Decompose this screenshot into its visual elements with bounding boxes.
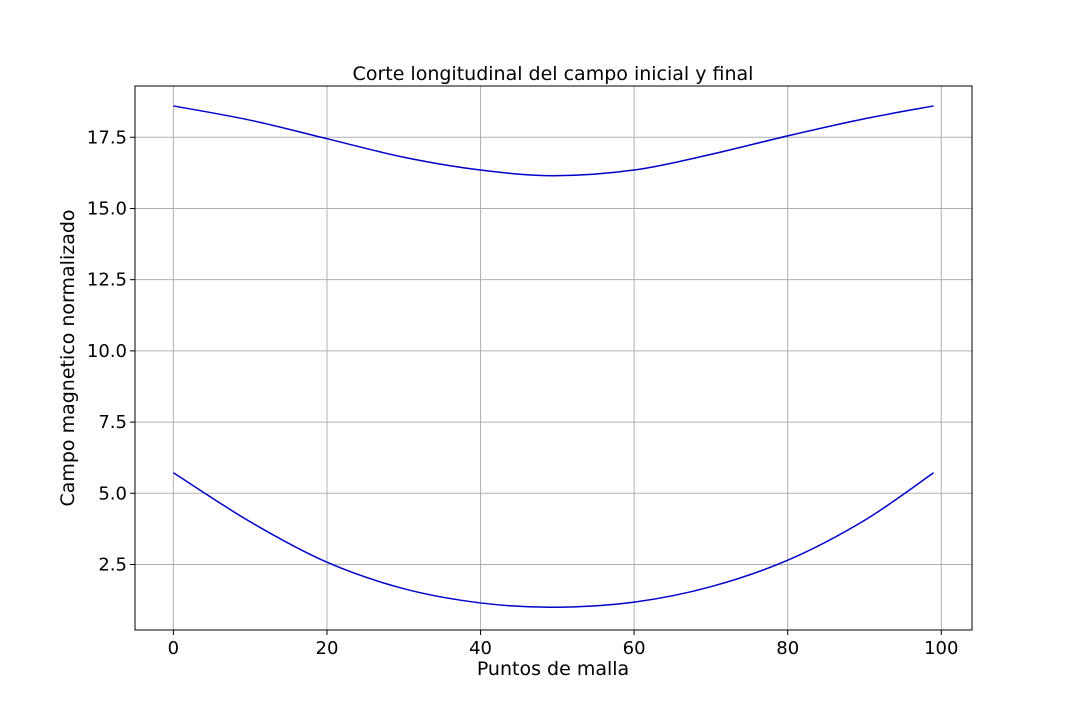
series-layer (172, 105, 935, 608)
x-tick-label: 100 (924, 638, 958, 659)
x-tick-label: 60 (623, 638, 646, 659)
plot-frame (134, 85, 973, 631)
axis-ticks: 0 20 40 60 80 100 2.5 5.0 7.5 10.0 12.5 15.0 17.5 (87, 127, 959, 659)
x-axis-title: Puntos de malla (477, 658, 629, 680)
y-tick-label: 15.0 (87, 198, 127, 219)
y-tick-label: 17.5 (87, 127, 127, 148)
x-tick-label: 0 (168, 638, 179, 659)
y-tick-label: 12.5 (87, 270, 127, 291)
series-line-2 (172, 472, 935, 608)
x-tick-label: 80 (776, 638, 799, 659)
chart-title: Corte longitudinal del campo inicial y f… (353, 63, 754, 85)
y-axis-title: Campo magnetico normalizado (57, 209, 79, 506)
y-tick-label: 5.0 (98, 483, 127, 504)
grid-lines (135, 86, 972, 630)
series-line-1 (173, 105, 934, 177)
y-tick-label: 10.0 (87, 341, 127, 362)
x-tick-label: 20 (316, 638, 339, 659)
x-tick-label: 40 (469, 638, 492, 659)
y-tick-label: 2.5 (98, 554, 127, 575)
y-tick-label: 7.5 (98, 412, 127, 433)
